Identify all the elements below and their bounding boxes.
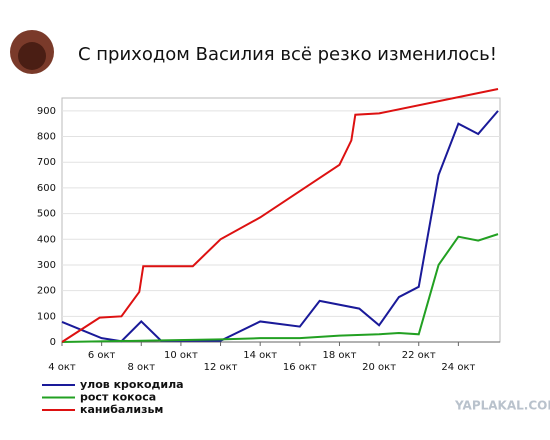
y-tick-label: 900 — [37, 106, 56, 117]
y-tick-label: 700 — [37, 157, 56, 168]
x-tick-label: 8 окт — [128, 362, 156, 373]
plot-frame — [61, 97, 501, 343]
series-line — [61, 233, 499, 343]
x-tick-label: 12 окт — [204, 362, 238, 373]
legend-label: улов крокодила — [80, 378, 184, 391]
avatar-face — [18, 42, 46, 70]
chart-title: С приходом Василия всё резко изменилось! — [78, 44, 497, 65]
x-tick-label: 16 окт — [283, 362, 317, 373]
y-tick-label: 500 — [37, 209, 56, 220]
y-tick-label: 300 — [37, 260, 56, 271]
x-tick-label: 22 окт — [402, 350, 436, 361]
x-tick-label: 20 окт — [362, 362, 396, 373]
x-tick-label: 6 окт — [88, 350, 116, 361]
x-tick-label: 4 окт — [48, 362, 76, 373]
x-tick-label: 10 окт — [164, 350, 198, 361]
legend-label: рост кокоса — [80, 391, 156, 404]
y-tick-label: 600 — [37, 183, 56, 194]
series-line — [61, 110, 499, 343]
y-tick-label: 100 — [37, 311, 56, 322]
y-tick-label: 0 — [50, 337, 56, 348]
x-tick-label: 18 окт — [323, 350, 357, 361]
x-tick-label: 14 окт — [243, 350, 277, 361]
legend-label: канибализьм — [80, 403, 163, 416]
y-tick-label: 800 — [37, 132, 56, 143]
x-tick-label: 24 окт — [441, 362, 475, 373]
y-tick-label: 200 — [37, 286, 56, 297]
series-line — [61, 88, 499, 343]
y-tick-label: 400 — [37, 234, 56, 245]
watermark: YAPLAKAL.COM — [454, 399, 550, 413]
